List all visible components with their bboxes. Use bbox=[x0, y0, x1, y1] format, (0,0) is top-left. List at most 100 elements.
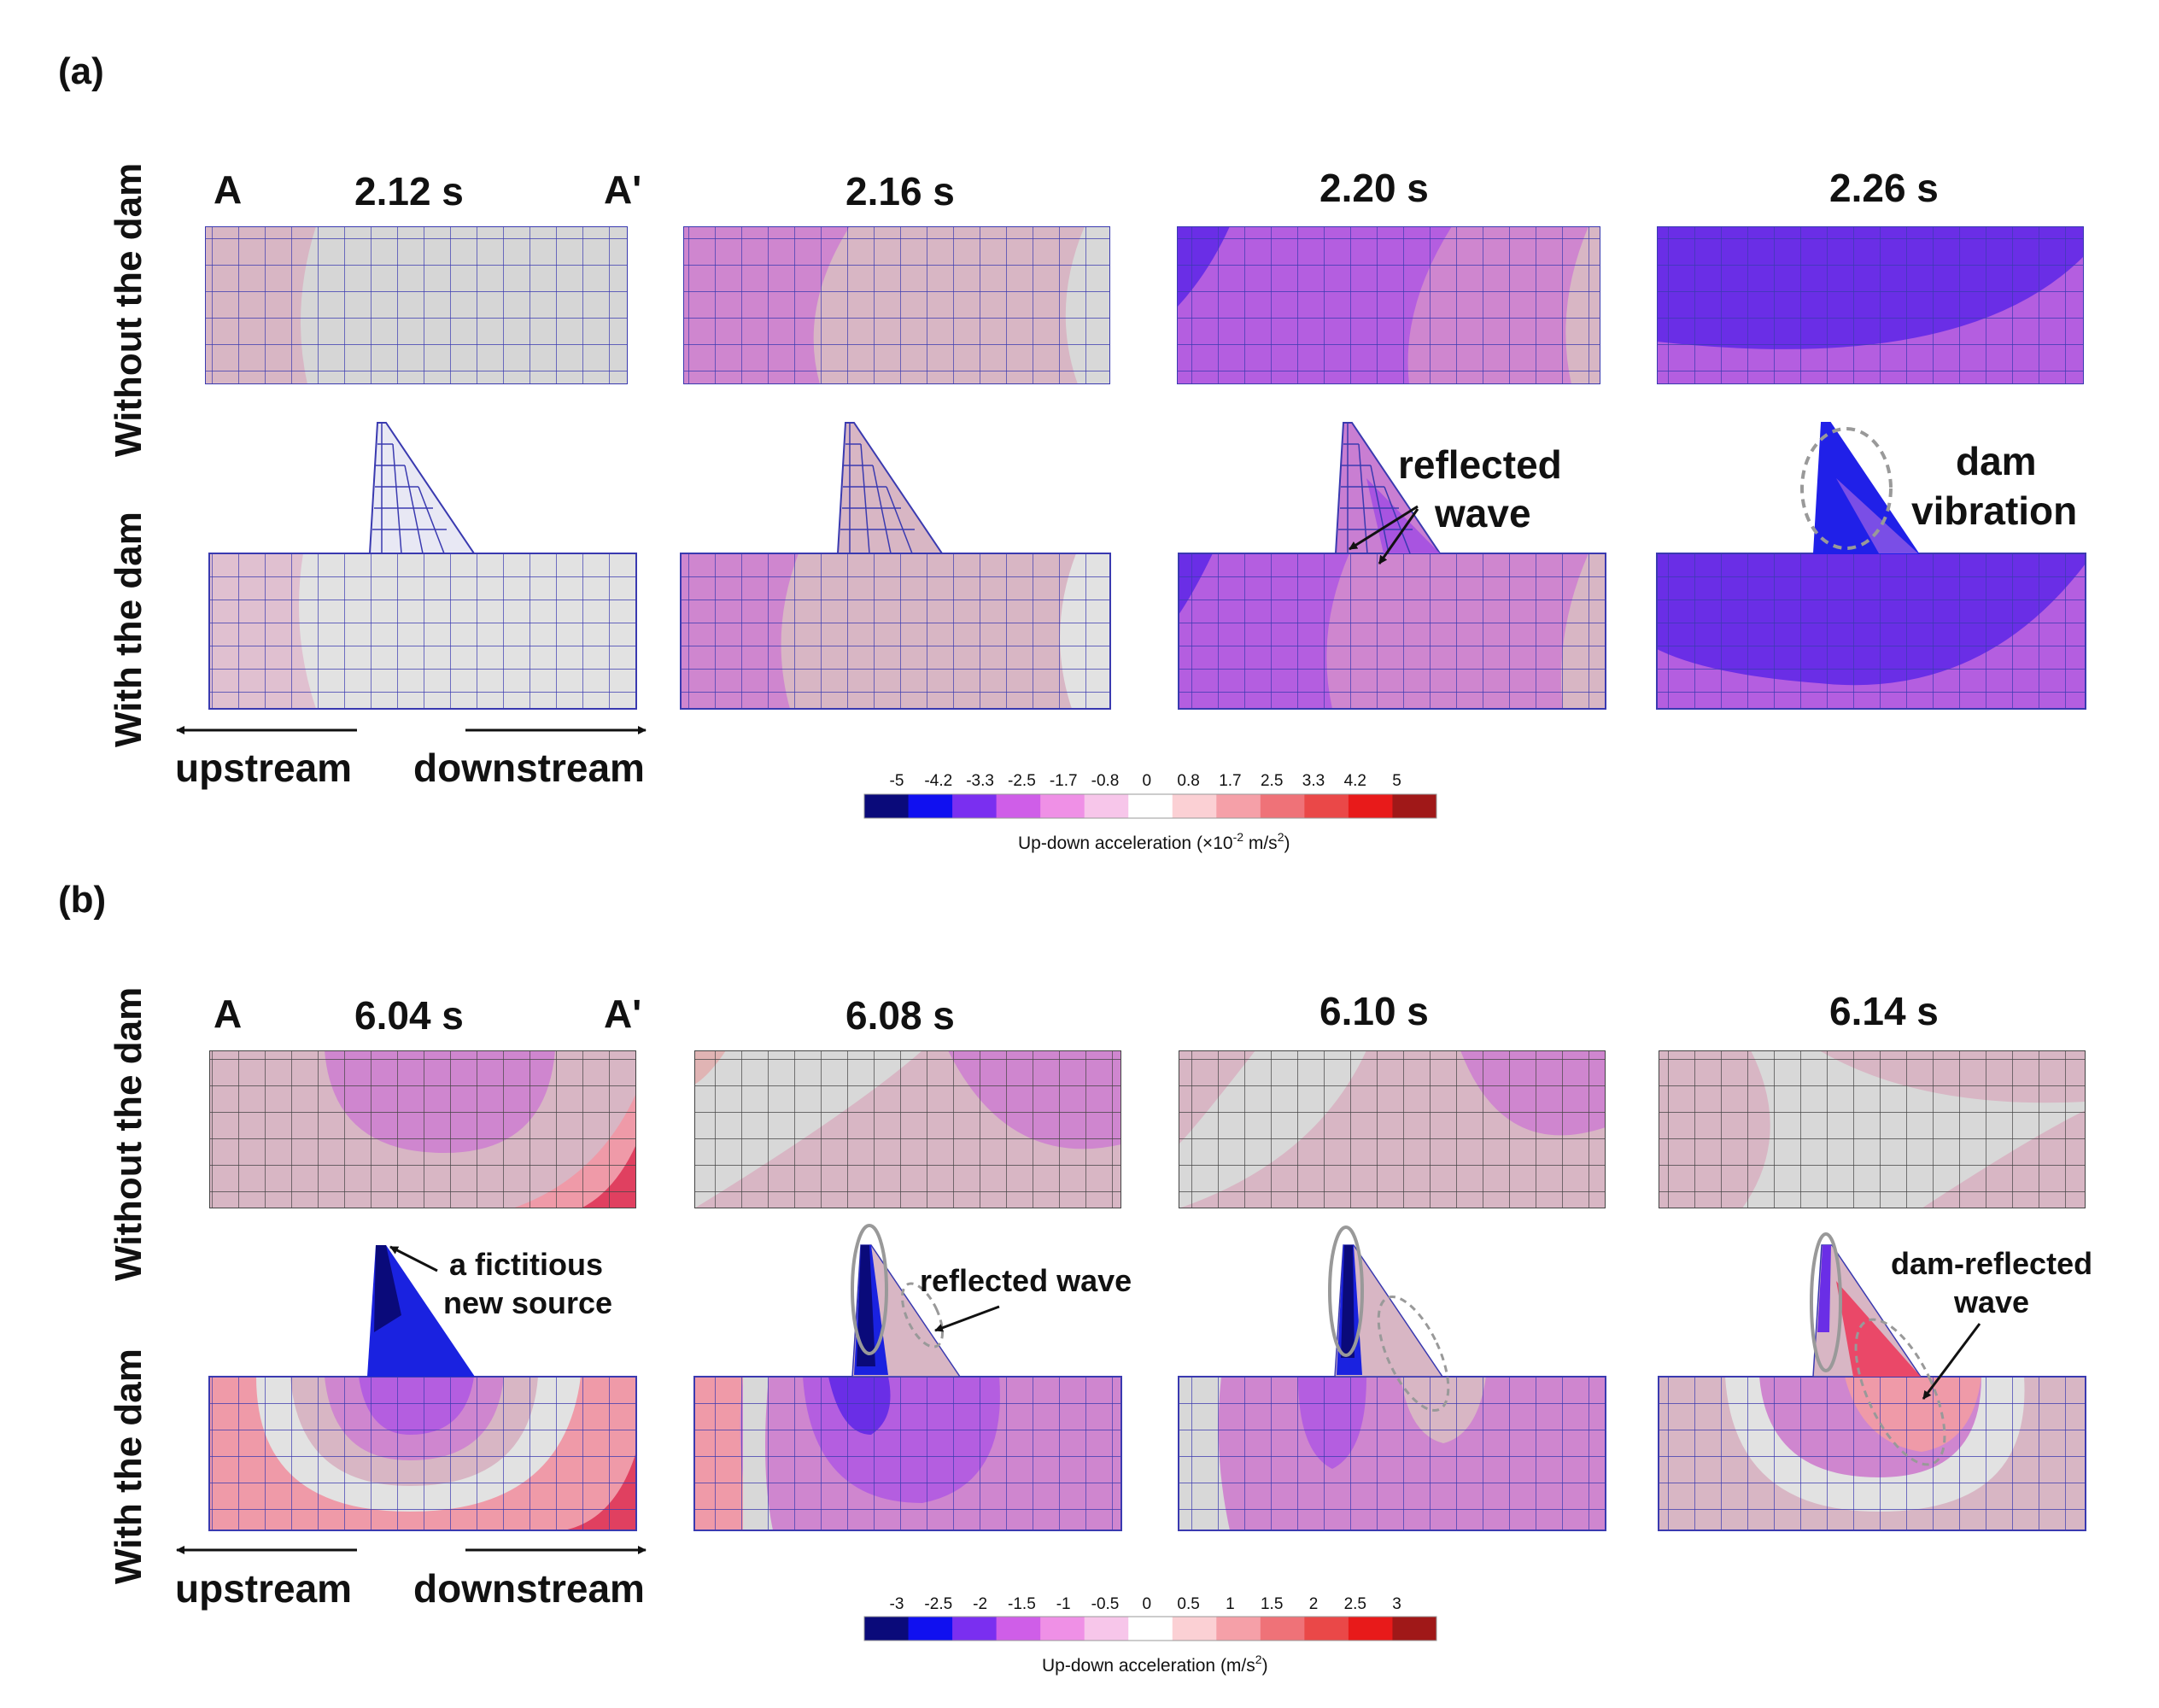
downstream-label-a: downstream bbox=[413, 746, 645, 790]
colorbar-b-tick-label: 1.5 bbox=[1261, 1595, 1283, 1613]
time-label-b-4: 6.14 s bbox=[1829, 989, 1939, 1033]
colorbar-b-tick-label: 3 bbox=[1392, 1595, 1401, 1613]
annotation-dam-vibration: dam vibration bbox=[1800, 427, 2077, 550]
colorbar-b-tick-label: -0.5 bbox=[1091, 1595, 1120, 1613]
colorbar-a-cell bbox=[1040, 794, 1085, 818]
colorbar-b-cell bbox=[952, 1617, 998, 1641]
svg-text:wave: wave bbox=[1434, 491, 1531, 535]
colorbar-b-tick-label: -3 bbox=[890, 1595, 904, 1613]
colorbar-a-cell bbox=[1128, 794, 1173, 818]
colorbar-b: -3 -2.5 -2 -1.5 -1 -0.5 0 0.5 1 1.5 2 2.5 3 Up-down … bbox=[863, 1595, 1437, 1676]
svg-text:vibration: vibration bbox=[1911, 488, 2077, 533]
colorbar-b-cell bbox=[1348, 1617, 1393, 1641]
colorbar-a-cell bbox=[1260, 794, 1305, 818]
row-label-with-b: With the dam bbox=[108, 1348, 149, 1584]
colorbar-a-cell bbox=[908, 794, 953, 818]
direction-indicator-b: upstream downstream bbox=[175, 1546, 647, 1611]
colorbar-b-tick-label: -2 bbox=[973, 1595, 987, 1613]
colorbar-a-tick-label: -5 bbox=[890, 772, 904, 790]
colorbar-b-tick-label: -2.5 bbox=[924, 1595, 952, 1613]
colorbar-b-cell bbox=[1172, 1617, 1217, 1641]
svg-text:reflected: reflected bbox=[1398, 442, 1562, 487]
upstream-label-a: upstream bbox=[175, 746, 352, 790]
annotation-fictitious-source: a fictitious new source bbox=[389, 1245, 612, 1320]
svg-text:a fictitious: a fictitious bbox=[449, 1247, 603, 1282]
colorbar-a-cell bbox=[952, 794, 998, 818]
colorbar-b-tick-label: -1 bbox=[1056, 1595, 1071, 1613]
colorbar-b-cell bbox=[908, 1617, 953, 1641]
panel-a-label: (a) bbox=[58, 50, 104, 92]
annotation-reflected-wave-b: reflected wave bbox=[851, 1224, 1132, 1355]
svg-text:dam-reflected: dam-reflected bbox=[1891, 1246, 2092, 1281]
contour-b-without-2 bbox=[694, 1050, 1121, 1208]
row-label-without-a: Without the dam bbox=[108, 163, 149, 457]
time-label-a-1: 2.12 s bbox=[354, 169, 464, 214]
colorbar-b-tick-label: 1 bbox=[1226, 1595, 1235, 1613]
annotation-dam-reflected-wave: dam-reflected wave bbox=[1810, 1232, 2092, 1466]
colorbar-a-cell bbox=[1348, 794, 1393, 818]
colorbar-a-title: Up-down acceleration (×10-2 m/s2) bbox=[1018, 830, 1290, 853]
colorbar-b-cell bbox=[1040, 1617, 1085, 1641]
colorbar-a-outline bbox=[863, 793, 1437, 819]
direction-indicator-a: upstream downstream bbox=[175, 726, 647, 790]
colorbar-a-tick-label: -2.5 bbox=[1008, 772, 1036, 790]
colorbar-b-cell bbox=[1260, 1617, 1305, 1641]
colorbar-b-title: Up-down acceleration (m/s2) bbox=[1042, 1652, 1268, 1676]
time-label-a-4: 2.26 s bbox=[1829, 166, 1939, 210]
contour-a-with-2 bbox=[680, 422, 1111, 710]
colorbar-a-tick-label: 4.2 bbox=[1344, 772, 1366, 790]
colorbar-b-tick-label: 2.5 bbox=[1344, 1595, 1366, 1613]
colorbar-b-cell bbox=[1392, 1617, 1437, 1641]
colorbar-b-cell bbox=[996, 1617, 1041, 1641]
colorbar-a-tick-label: 2.5 bbox=[1261, 772, 1283, 790]
colorbar-b-outline bbox=[863, 1616, 1437, 1641]
svg-text:new source: new source bbox=[443, 1285, 612, 1320]
contour-b-with-3 bbox=[1178, 1244, 1606, 1531]
section-label-b-end: A' bbox=[604, 991, 641, 1036]
section-label-b-start: A bbox=[214, 991, 242, 1036]
row-label-with-a: With the dam bbox=[108, 512, 149, 747]
time-label-b-2: 6.08 s bbox=[845, 993, 955, 1038]
colorbar-a-cell bbox=[1084, 794, 1129, 818]
colorbar-b-cell bbox=[864, 1617, 910, 1641]
colorbar-a-tick-label: -3.3 bbox=[966, 772, 994, 790]
time-label-b-1: 6.04 s bbox=[354, 993, 464, 1038]
colorbar-a-tick-label: 1.7 bbox=[1219, 772, 1241, 790]
annotation-reflected-wave-a: reflected wave bbox=[1349, 442, 1562, 564]
time-label-a-2: 2.16 s bbox=[845, 169, 955, 214]
upstream-label-b: upstream bbox=[175, 1566, 352, 1611]
contour-b-without-3 bbox=[1179, 1050, 1606, 1208]
time-label-a-3: 2.20 s bbox=[1319, 166, 1429, 210]
contour-a-with-3 bbox=[1178, 422, 1606, 710]
colorbar-a-cell bbox=[1172, 794, 1217, 818]
colorbar-a: -5 -4.2 -3.3 -2.5 -1.7 -0.8 0 0.8 1.7 2.5 3.3 4.2 5 … bbox=[863, 772, 1437, 853]
contour-a-without-2 bbox=[683, 226, 1110, 384]
contour-a-without-1 bbox=[205, 226, 628, 384]
contour-a-without-3 bbox=[1177, 226, 1600, 384]
colorbar-a-cell bbox=[996, 794, 1041, 818]
contour-a-with-4 bbox=[1656, 422, 2086, 710]
colorbar-b-cell bbox=[1084, 1617, 1129, 1641]
colorbar-a-cell bbox=[1304, 794, 1349, 818]
colorbar-a-tick-label: 5 bbox=[1392, 772, 1401, 790]
time-label-b-3: 6.10 s bbox=[1319, 989, 1429, 1033]
colorbar-b-tick-label: 2 bbox=[1309, 1595, 1319, 1613]
colorbar-b-tick-label: 0.5 bbox=[1177, 1595, 1199, 1613]
colorbar-b-tick-label: 0 bbox=[1143, 1595, 1152, 1613]
colorbar-b-cell bbox=[1128, 1617, 1173, 1641]
colorbar-a-tick-label: -1.7 bbox=[1050, 772, 1078, 790]
colorbar-b-cell bbox=[1216, 1617, 1261, 1641]
colorbar-a-tick-label: -0.8 bbox=[1091, 772, 1120, 790]
colorbar-a-tick-label: 0.8 bbox=[1177, 772, 1199, 790]
annotation-oval-b3 bbox=[1328, 1225, 1450, 1412]
svg-text:dam: dam bbox=[1956, 439, 2037, 483]
colorbar-a-tick-label: 3.3 bbox=[1302, 772, 1325, 790]
contour-a-with-1 bbox=[208, 422, 637, 710]
colorbar-b-cell bbox=[1304, 1617, 1349, 1641]
svg-text:reflected wave: reflected wave bbox=[920, 1263, 1132, 1298]
colorbar-a-cell bbox=[1392, 794, 1437, 818]
contour-b-with-2 bbox=[693, 1244, 1122, 1531]
section-label-a-end: A' bbox=[604, 167, 641, 212]
contour-a-without-4 bbox=[1657, 226, 2084, 384]
